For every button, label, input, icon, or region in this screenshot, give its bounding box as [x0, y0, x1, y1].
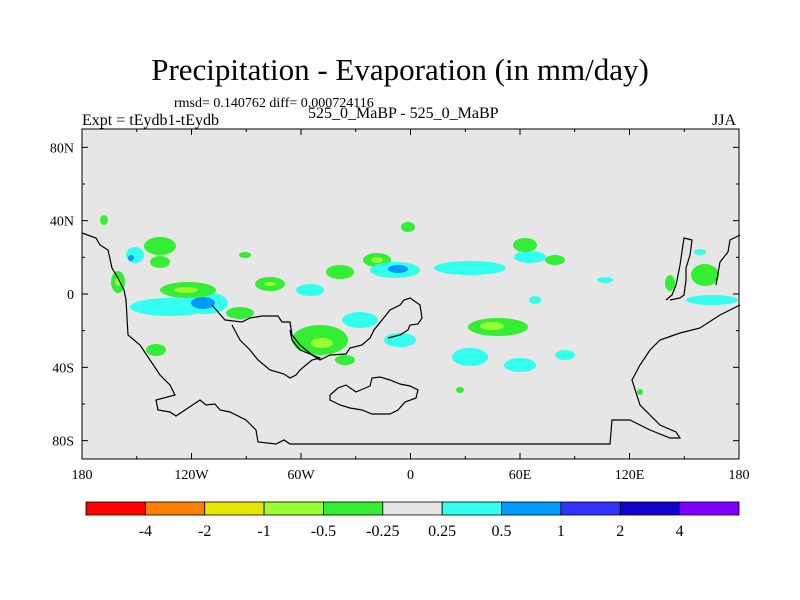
contour-patch: [665, 275, 675, 291]
contour-patch: [126, 247, 144, 263]
experiment-label: Expt = tEydb1-tEydb: [82, 112, 220, 129]
y-tick-label: 80N: [50, 141, 74, 156]
colorbar-label: 0.25: [428, 523, 456, 540]
x-tick-label: 60E: [509, 468, 532, 483]
x-tick-label: 120E: [615, 468, 645, 483]
y-tick-label: 80S: [52, 435, 74, 450]
contour-patch: [150, 256, 170, 268]
contour-patch: [452, 348, 488, 366]
contour-patch: [513, 238, 537, 252]
colorbar-box: [204, 501, 265, 516]
contour-patch: [686, 295, 738, 305]
contour-patch: [388, 265, 408, 273]
season-label: JJA: [712, 112, 737, 129]
colorbar-box: [441, 501, 502, 516]
map-axes: 180 120W 60W 0 60E 120E 180 80N 40N 0 40S 80S: [50, 129, 750, 483]
contour-patch: [296, 284, 324, 296]
colorbar-label: 0.5: [492, 523, 512, 540]
coastline-path: [81, 232, 741, 445]
contour-patch: [597, 277, 613, 283]
contour-patch: [311, 338, 333, 348]
case-label: 525_0_MaBP - 525_0_MaBP: [308, 105, 499, 122]
contour-patch: [144, 237, 176, 255]
colorbar-label: 2: [616, 523, 624, 540]
x-tick-label: 60W: [287, 468, 315, 483]
y-tick-label: 40N: [50, 215, 74, 230]
colorbar-box: [382, 501, 443, 516]
colorbar-label: -0.25: [366, 523, 399, 540]
contour-patches: [100, 215, 738, 395]
colorbar-box: [619, 501, 681, 516]
contour-patch: [226, 307, 254, 319]
contour-patch: [146, 344, 166, 356]
contour-patch: [128, 255, 134, 261]
contour-patch: [342, 312, 378, 328]
contour-patch: [371, 257, 383, 263]
x-tick-label: 180: [729, 468, 750, 483]
contour-patch: [434, 261, 506, 275]
colorbar-label: -0.5: [311, 523, 336, 540]
coastline-path: [231, 324, 322, 379]
x-tick-label: 0: [407, 468, 414, 483]
contour-patch: [691, 264, 719, 286]
contour-patch: [335, 355, 355, 365]
colorbar-box: [501, 501, 562, 516]
y-tick-label: 0: [67, 288, 74, 303]
colorbar-label: 4: [676, 523, 684, 540]
colorbar-label: -4: [139, 523, 152, 540]
contour-patch: [555, 350, 575, 360]
contour-patch: [191, 297, 215, 309]
contour-patch: [264, 282, 276, 286]
contour-patch: [326, 265, 354, 279]
contour-patch: [694, 249, 706, 255]
x-tick-label: 120W: [174, 468, 209, 483]
contour-patch: [545, 255, 565, 265]
contour-patch: [100, 215, 108, 225]
colorbar-label: 1: [557, 523, 565, 540]
contour-patch: [174, 287, 198, 293]
colorbar-box: [560, 501, 621, 516]
contour-patch: [401, 222, 415, 232]
contour-patch: [514, 251, 546, 263]
contour-patch: [529, 296, 541, 304]
contour-patch: [504, 358, 536, 372]
contour-patch: [456, 387, 464, 393]
rmsd-diff-stats: rmsd= 0.140762 diff= 0.000724116: [174, 96, 374, 111]
colorbar: -4 -2 -1 -0.5 -0.25 0.25 0.5 1 2 4: [85, 501, 740, 540]
contour-patch: [239, 252, 251, 258]
contour-patch: [637, 389, 643, 395]
coastline-path: [715, 234, 741, 286]
x-tick-label: 180: [72, 468, 93, 483]
chart-title: Precipitation - Evaporation (in mm/day): [151, 52, 649, 87]
coastline-path: [329, 376, 419, 415]
y-tick-label: 40S: [52, 361, 74, 376]
colorbar-box: [263, 501, 324, 516]
colorbar-box: [144, 501, 206, 516]
coastline-path: [665, 237, 693, 301]
continent-outlines: [81, 232, 741, 445]
colorbar-box: [85, 501, 146, 516]
colorbar-box: [323, 501, 384, 516]
colorbar-label: -2: [198, 523, 211, 540]
coastline-path: [211, 297, 423, 361]
colorbar-box: [679, 501, 740, 516]
contour-patch: [480, 322, 504, 330]
colorbar-label: -1: [257, 523, 270, 540]
